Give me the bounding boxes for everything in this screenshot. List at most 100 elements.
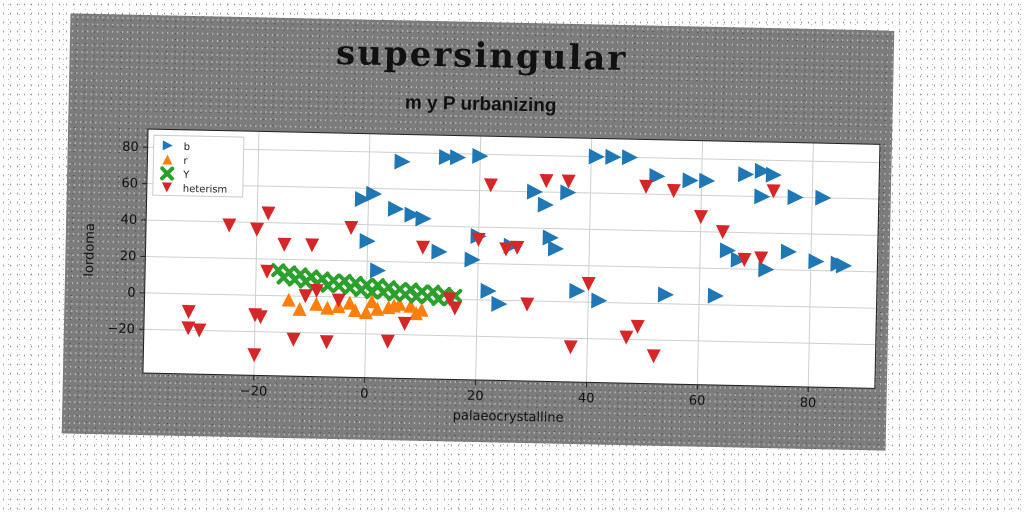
point-r-10 (292, 301, 307, 317)
point-b-37 (730, 251, 747, 268)
legend-marker-heterism (161, 182, 172, 193)
point-heterism-37 (754, 251, 769, 266)
legend-marker-b (162, 140, 173, 151)
point-heterism-2 (261, 206, 276, 221)
point-b-43 (754, 188, 771, 205)
point-b-41 (758, 261, 775, 278)
point-b-17 (387, 200, 405, 217)
point-b-34 (657, 286, 674, 303)
point-b-33 (591, 292, 608, 309)
y-tick-label: 20 (120, 249, 137, 264)
point-y-21 (320, 278, 335, 293)
point-r-14 (386, 298, 401, 313)
point-b-25 (537, 196, 554, 213)
point-b-8 (682, 172, 699, 189)
point-r-8 (403, 298, 418, 313)
y-gridline (145, 256, 878, 273)
y-tick-label: 40 (120, 213, 137, 228)
point-b-14 (815, 189, 832, 206)
point-y-27 (387, 287, 402, 302)
point-b-21 (431, 243, 448, 260)
point-heterism-27 (561, 174, 576, 189)
point-b-35 (707, 287, 724, 304)
point-b-0 (394, 153, 411, 170)
point-heterism-39 (563, 340, 578, 355)
legend-label-heterism: heterism (183, 184, 228, 196)
x-axis-label: palaeocrystalline (453, 409, 564, 426)
point-heterism-30 (630, 319, 645, 334)
point-b-30 (491, 295, 508, 312)
point-b-15 (354, 190, 371, 207)
point-heterism-31 (646, 349, 661, 364)
point-b-18 (404, 206, 421, 223)
legend-label-b: b (184, 142, 191, 153)
point-heterism-34 (694, 209, 709, 225)
point-heterism-41 (442, 292, 457, 307)
point-heterism-38 (766, 184, 781, 199)
point-b-10 (738, 166, 755, 183)
x-tick-label: 60 (689, 393, 706, 408)
point-heterism-4 (305, 238, 320, 253)
point-r-11 (320, 300, 335, 315)
point-y-24 (353, 283, 369, 298)
point-heterism-24 (510, 240, 525, 255)
point-b-9 (699, 172, 716, 189)
point-heterism-15 (309, 283, 324, 299)
point-heterism-18 (331, 293, 346, 308)
y-tick-label: 80 (122, 140, 139, 155)
point-heterism-19 (397, 316, 412, 331)
point-heterism-5 (344, 220, 359, 236)
y-tick-label: 0 (127, 286, 136, 301)
point-heterism-3 (277, 237, 292, 252)
legend-label-r: r (183, 156, 188, 167)
point-r-1 (309, 296, 324, 311)
point-y-23 (342, 281, 358, 296)
point-b-36 (780, 243, 797, 260)
point-b-31 (369, 262, 387, 279)
point-heterism-21 (483, 178, 498, 193)
point-r-12 (342, 295, 357, 310)
point-r-4 (358, 305, 373, 320)
point-y-22 (331, 278, 347, 294)
point-b-20 (359, 232, 376, 249)
point-b-27 (547, 240, 565, 257)
point-y-25 (364, 285, 380, 300)
y-gridline (146, 219, 879, 236)
x-gridline (475, 136, 482, 380)
point-heterism-6 (260, 264, 275, 279)
chart-figure: supersingular m y P urbanizing −20 0 20 40 6… (61, 13, 895, 451)
point-heterism-1 (250, 222, 265, 237)
point-heterism-16 (298, 289, 313, 304)
y-gridline (147, 146, 880, 164)
point-heterism-12 (247, 348, 262, 363)
point-b-19 (415, 210, 432, 227)
point-b-22 (464, 251, 481, 268)
y-gridline (144, 292, 877, 309)
point-y-17 (276, 270, 291, 285)
point-y-26 (376, 285, 391, 300)
point-y-29 (409, 289, 424, 304)
x-gridline (586, 138, 593, 383)
scatter-plot: −20 0 20 40 60 80 −20 0 20 40 60 80 palaeocrystallin… (82, 128, 881, 426)
point-y-18 (287, 272, 302, 287)
point-b-16 (365, 185, 383, 202)
point-heterism-20 (380, 334, 395, 349)
point-b-40 (835, 257, 853, 274)
legend-box (152, 134, 245, 198)
x-gridline (364, 133, 371, 378)
legend-marker-r (162, 154, 173, 165)
point-y-28 (398, 287, 413, 302)
point-b-13 (787, 189, 804, 206)
point-b-5 (605, 148, 622, 165)
point-heterism-11 (192, 323, 207, 338)
point-b-42 (719, 242, 736, 259)
point-heterism-0 (222, 218, 237, 233)
point-b-32 (569, 282, 586, 299)
point-heterism-10 (181, 321, 196, 336)
point-y-19 (298, 274, 313, 289)
point-b-4 (588, 148, 605, 165)
point-heterism-23 (499, 242, 514, 257)
point-heterism-40 (448, 301, 463, 316)
point-b-12 (765, 166, 782, 183)
point-heterism-32 (639, 179, 654, 194)
